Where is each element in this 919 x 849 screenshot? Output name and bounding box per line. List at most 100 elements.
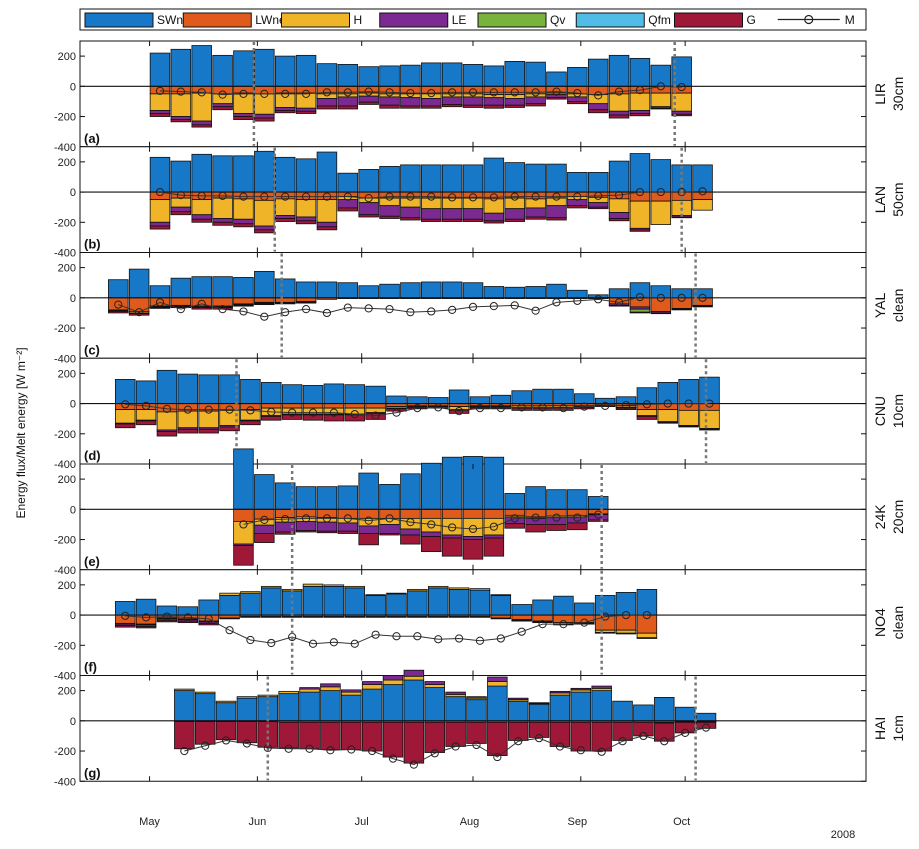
- melt-energy-point: [573, 296, 582, 305]
- bar-swnet: [608, 160, 630, 193]
- bar-swnet: [358, 285, 379, 299]
- bar-g: [462, 104, 484, 108]
- bar-le: [441, 96, 463, 105]
- melt-energy-point: [218, 90, 227, 99]
- bar-g: [424, 721, 445, 753]
- bar-swnet: [170, 48, 192, 87]
- bar-le: [594, 632, 616, 634]
- melt-energy-point: [308, 639, 318, 648]
- bar-swnet: [421, 462, 442, 510]
- bar-swnet: [448, 389, 470, 404]
- melt-energy-point: [180, 746, 189, 756]
- bar-g: [114, 423, 136, 429]
- bar-g: [421, 218, 442, 222]
- bar-le: [400, 206, 421, 219]
- melt-energy-point: [239, 520, 248, 529]
- melt-energy-point: [371, 630, 380, 639]
- melt-energy-point: [176, 87, 185, 96]
- bar-le: [421, 531, 442, 537]
- bar-h: [219, 592, 240, 596]
- bar-swnet: [587, 58, 609, 87]
- melt-energy-point: [510, 514, 519, 523]
- bar-lwnet: [441, 508, 463, 519]
- bar-swnet: [511, 390, 532, 404]
- bar-g: [462, 539, 484, 560]
- melt-energy-point: [621, 610, 631, 620]
- bar-g: [403, 721, 425, 764]
- bar-swnet: [365, 595, 386, 616]
- melt-energy-point: [510, 301, 519, 310]
- bar-g: [567, 522, 588, 531]
- bar-le: [212, 103, 233, 108]
- bar-h: [379, 197, 400, 207]
- bar-le: [386, 616, 407, 618]
- bar-swnet: [594, 595, 616, 616]
- melt-energy-point: [281, 89, 290, 98]
- bar-swnet: [532, 388, 553, 404]
- bar-g: [692, 305, 713, 308]
- bar-g: [421, 105, 442, 109]
- bar-lwnet: [504, 85, 525, 96]
- bar-g: [528, 721, 550, 738]
- bar-le: [483, 97, 505, 106]
- bar-g: [629, 113, 651, 117]
- melt-energy-point: [242, 739, 252, 748]
- bar-swnet: [441, 62, 463, 87]
- legend-label-h: H: [354, 13, 363, 27]
- melt-energy-point: [552, 87, 561, 96]
- melt-energy-point: [350, 410, 359, 419]
- panel-letter: (d): [84, 448, 101, 463]
- bar-le: [191, 214, 212, 220]
- melt-energy-point: [660, 737, 669, 746]
- bar-swnet: [191, 153, 212, 193]
- melt-energy-point: [580, 402, 589, 411]
- bar-h: [462, 517, 484, 537]
- bar-h: [608, 198, 630, 213]
- bar-lwnet: [511, 614, 532, 621]
- bar-lwnet: [483, 508, 505, 519]
- melt-energy-point: [454, 407, 464, 416]
- bar-swnet: [511, 604, 532, 616]
- bar-g: [483, 537, 505, 557]
- panel-no4: 200 0 -200 -400 (f) NO4 clean: [54, 569, 906, 683]
- bar-swnet: [108, 279, 129, 299]
- legend-label-m: M: [845, 13, 855, 27]
- bar-g: [257, 721, 279, 748]
- bar-le: [316, 521, 338, 532]
- bar-g: [462, 218, 484, 222]
- bar-g: [274, 531, 296, 535]
- bar-g: [546, 524, 567, 531]
- bar-g: [302, 414, 324, 421]
- bar-h: [274, 198, 296, 216]
- panel-letter: (a): [84, 131, 100, 146]
- legend-label-qv: Qv: [550, 13, 565, 27]
- bar-swnet: [407, 590, 428, 616]
- melt-energy-point: [183, 613, 192, 622]
- melt-energy-point: [406, 308, 415, 317]
- bar-le: [462, 96, 484, 106]
- bar-g: [358, 101, 379, 105]
- bar-lwnet: [212, 297, 233, 307]
- bar-g: [295, 220, 317, 225]
- bar-swnet: [386, 395, 407, 404]
- bar-le: [358, 525, 379, 534]
- bar-le: [549, 690, 571, 694]
- melt-energy-point: [155, 86, 165, 95]
- bar-swnet: [379, 65, 400, 87]
- panel-lir: 200 0 -200 -400 (a) LIR 30cm: [54, 40, 906, 154]
- bar-swnet: [650, 159, 672, 193]
- bar-swnet: [337, 282, 359, 299]
- bar-g: [212, 106, 233, 111]
- bar-g: [316, 105, 338, 110]
- bar-g: [650, 312, 672, 315]
- melt-energy-point: [454, 634, 464, 643]
- bar-swnet: [633, 704, 654, 722]
- bar-swnet: [532, 599, 553, 616]
- bar-le: [358, 95, 379, 103]
- bar-swnet: [128, 268, 150, 299]
- melt-energy-point: [489, 522, 498, 531]
- bar-h: [295, 92, 317, 109]
- y-tick-label: 200: [58, 263, 76, 275]
- melt-energy-point: [260, 192, 269, 201]
- melt-energy-point: [218, 305, 227, 314]
